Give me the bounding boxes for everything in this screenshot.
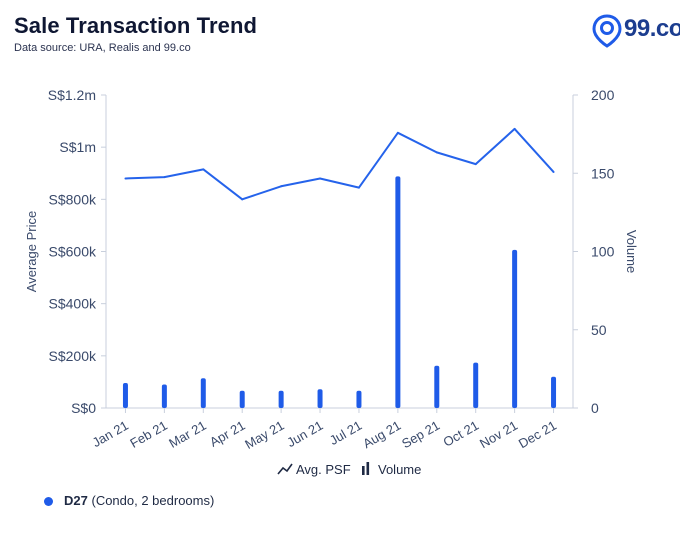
legend-label-avg-psf: Avg. PSF: [296, 462, 351, 477]
volume-bar: [239, 390, 245, 408]
volume-bar: [122, 382, 128, 408]
volume-bar: [551, 376, 557, 408]
avg-psf-point: [280, 185, 283, 188]
logo-text: 99.co: [624, 15, 680, 42]
x-tick-label: Jan 21: [90, 418, 131, 451]
right-tick-label: 150: [591, 165, 615, 181]
avg-psf-point: [552, 170, 555, 173]
volume-bar: [512, 249, 518, 408]
left-tick-label: S$0: [71, 400, 96, 416]
legend-dot-icon: [44, 497, 53, 506]
right-axis-title: Volume: [624, 230, 639, 273]
property-detail: (Condo, 2 bedrooms): [91, 493, 215, 508]
line-legend-icon: [277, 463, 293, 475]
avg-psf-point: [435, 151, 438, 154]
x-tick-label: Dec 21: [516, 418, 559, 452]
volume-bar: [356, 390, 362, 408]
x-tick-label: Nov 21: [477, 418, 520, 452]
volume-bar: [434, 365, 440, 408]
legend-label-volume: Volume: [378, 462, 421, 477]
right-tick-label: 0: [591, 400, 599, 416]
location-pin-icon: [592, 14, 622, 48]
left-tick-label: S$1.2m: [48, 87, 96, 103]
x-tick-label: Apr 21: [207, 418, 248, 450]
left-tick-label: S$600k: [49, 244, 97, 260]
avg-psf-point: [396, 131, 399, 134]
avg-psf-point: [513, 127, 516, 130]
volume-bar: [395, 176, 401, 408]
property-filter-label: D27 (Condo, 2 bedrooms): [64, 493, 214, 508]
right-tick-label: 200: [591, 87, 615, 103]
volume-bar: [200, 378, 206, 408]
volume-bar: [317, 389, 323, 408]
x-tick-label: Jun 21: [284, 418, 325, 451]
volume-bar: [278, 390, 284, 408]
district-code: D27: [64, 493, 88, 508]
x-tick-label: Oct 21: [441, 418, 482, 450]
x-tick-label: Aug 21: [360, 418, 403, 452]
x-tick-label: May 21: [242, 418, 286, 452]
x-tick-label: Jul 21: [327, 418, 365, 448]
left-tick-label: S$200k: [49, 348, 97, 364]
chart-title: Sale Transaction Trend: [14, 13, 258, 38]
left-axis-title: Average Price: [24, 211, 39, 292]
avg-psf-point: [474, 163, 477, 166]
left-tick-label: S$800k: [49, 191, 97, 207]
volume-bar: [161, 384, 167, 408]
brand-logo: 99.co: [592, 14, 680, 48]
left-tick-label: S$400k: [49, 296, 97, 312]
left-tick-label: S$1m: [59, 139, 96, 155]
chart-subtitle: Data source: URA, Realis and 99.co: [14, 42, 191, 54]
bar-legend-icon: [362, 466, 365, 475]
volume-bar: [473, 362, 479, 408]
x-tick-label: Mar 21: [166, 418, 209, 451]
avg-psf-point: [241, 198, 244, 201]
x-tick-label: Sep 21: [399, 418, 442, 452]
avg-psf-point: [319, 177, 322, 180]
avg-psf-point: [202, 168, 205, 171]
avg-psf-point: [163, 176, 166, 179]
avg-psf-line: [125, 127, 555, 201]
x-tick-label: Feb 21: [127, 418, 170, 451]
bar-legend-icon: [366, 462, 370, 475]
avg-psf-point: [124, 177, 127, 180]
right-tick-label: 100: [591, 244, 615, 260]
avg-psf-point: [357, 186, 360, 189]
right-tick-label: 50: [591, 322, 607, 338]
